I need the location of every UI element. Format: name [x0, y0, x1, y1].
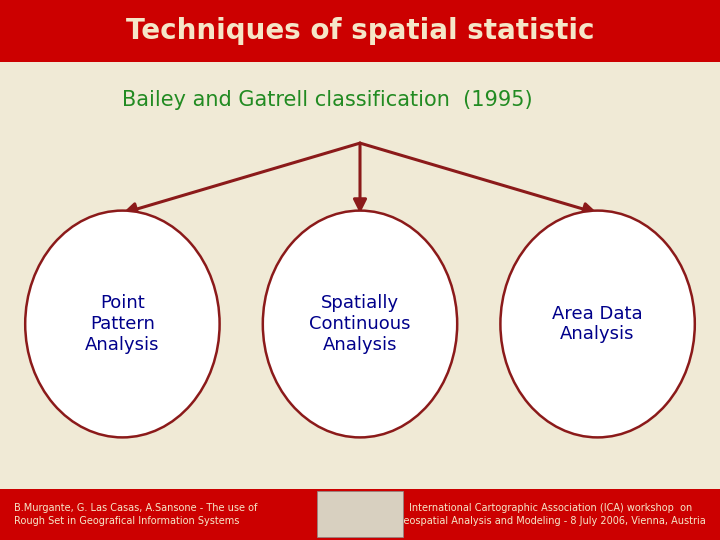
Bar [317, 491, 403, 537]
Bar [0, 0, 720, 62]
Text: Techniques of spatial statistic: Techniques of spatial statistic [126, 17, 594, 45]
Text: Area Data
Analysis: Area Data Analysis [552, 305, 643, 343]
Text: Point
Pattern
Analysis: Point Pattern Analysis [85, 294, 160, 354]
Ellipse shape [25, 211, 220, 437]
Ellipse shape [263, 211, 457, 437]
Text: International Cartographic Association (ICA) workshop  on
Geospatial Analysis an: International Cartographic Association (… [396, 503, 706, 526]
Text: Spatially
Continuous
Analysis: Spatially Continuous Analysis [310, 294, 410, 354]
Bar [0, 489, 720, 540]
Text: B.Murgante, G. Las Casas, A.Sansone - The use of
Rough Set in Geografical Inform: B.Murgante, G. Las Casas, A.Sansone - Th… [14, 503, 258, 526]
Text: Bailey and Gatrell classification  (1995): Bailey and Gatrell classification (1995) [122, 90, 533, 110]
Ellipse shape [500, 211, 695, 437]
